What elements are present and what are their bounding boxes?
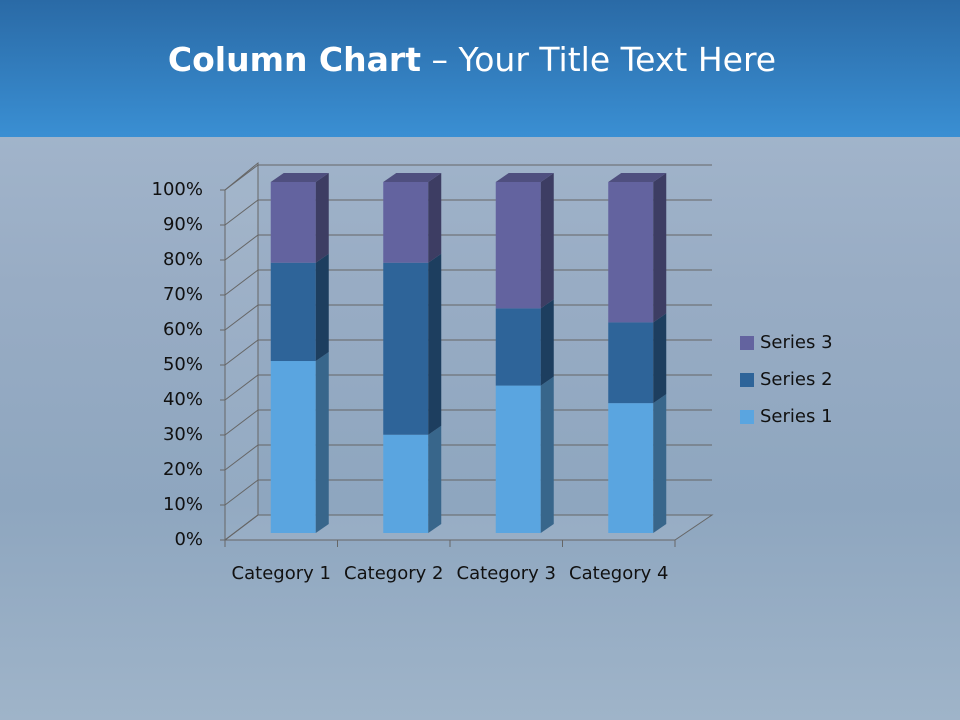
y-tick-label: 100% — [152, 179, 203, 200]
bar-segment — [270, 253, 329, 362]
bar-top — [270, 173, 329, 182]
bar-side — [653, 313, 667, 404]
y-tick-label: 60% — [163, 319, 203, 340]
grid-line — [224, 199, 259, 226]
bar-side — [653, 394, 667, 533]
bar-front — [608, 182, 654, 323]
bar-top — [383, 173, 442, 182]
y-tick-label: 30% — [163, 424, 203, 445]
bar-side — [428, 425, 442, 533]
bar-side — [428, 253, 442, 435]
y-tick-label: 0% — [174, 529, 203, 550]
bar-side — [315, 173, 329, 263]
bar-segment — [383, 425, 442, 533]
bar-front — [608, 322, 654, 404]
bar-front — [383, 434, 429, 533]
y-tick-label: 80% — [163, 249, 203, 270]
bar-front — [270, 182, 316, 263]
y-tick-label: 70% — [163, 284, 203, 305]
grid-line — [224, 479, 259, 506]
y-tick-label: 10% — [163, 494, 203, 515]
x-tick-label: Category 4 — [569, 563, 669, 584]
bar-segment — [608, 394, 667, 533]
bar-segment — [270, 173, 329, 263]
bar-side — [315, 253, 329, 362]
legend-swatch — [740, 336, 754, 350]
bar-front — [495, 308, 541, 386]
bar-front — [608, 403, 654, 533]
grid-line — [224, 374, 259, 401]
bar-front — [495, 385, 541, 533]
bar-segment — [383, 253, 442, 435]
bar-front — [495, 182, 541, 309]
bar-front — [383, 182, 429, 263]
title-rest: – Your Title Text Here — [431, 40, 777, 79]
slide-title: Column Chart – Your Title Text Here — [0, 40, 944, 79]
grid-line — [224, 164, 259, 191]
bar-segment — [608, 313, 667, 404]
y-tick-label: 50% — [163, 354, 203, 375]
bar-top — [608, 173, 667, 182]
bar-segment — [270, 352, 329, 533]
grid-line — [224, 269, 259, 296]
x-tick-label: Category 1 — [231, 563, 331, 584]
grid-line — [224, 514, 259, 541]
bar-segment — [495, 299, 554, 386]
grid-line — [224, 234, 259, 261]
bar-top — [495, 173, 554, 182]
bar-front — [383, 262, 429, 435]
y-tick-label: 20% — [163, 459, 203, 480]
bar-side — [315, 352, 329, 533]
legend-label: Series 2 — [760, 369, 833, 390]
grid-line — [224, 409, 259, 436]
bar-front — [270, 361, 316, 533]
y-tick-label: 90% — [163, 214, 203, 235]
bar-front — [270, 262, 316, 362]
bar-segment — [608, 173, 667, 323]
bar-side — [653, 173, 667, 323]
legend-label: Series 3 — [760, 332, 833, 353]
bar-side — [540, 299, 554, 386]
bar-side — [540, 376, 554, 533]
bar-segment — [495, 173, 554, 309]
bar-segment — [495, 376, 554, 533]
bar-side — [428, 173, 442, 263]
grid-line — [224, 339, 259, 366]
grid-line — [224, 304, 259, 331]
y-tick-label: 40% — [163, 389, 203, 410]
header-band — [0, 0, 960, 137]
legend-swatch — [740, 373, 754, 387]
legend-label: Series 1 — [760, 406, 833, 427]
bar-segment — [383, 173, 442, 263]
bar-side — [540, 173, 554, 309]
x-tick-label: Category 3 — [456, 563, 556, 584]
x-tick-label: Category 2 — [344, 563, 444, 584]
title-bold: Column Chart — [167, 40, 421, 79]
legend-swatch — [740, 410, 754, 424]
grid-line — [224, 444, 259, 471]
